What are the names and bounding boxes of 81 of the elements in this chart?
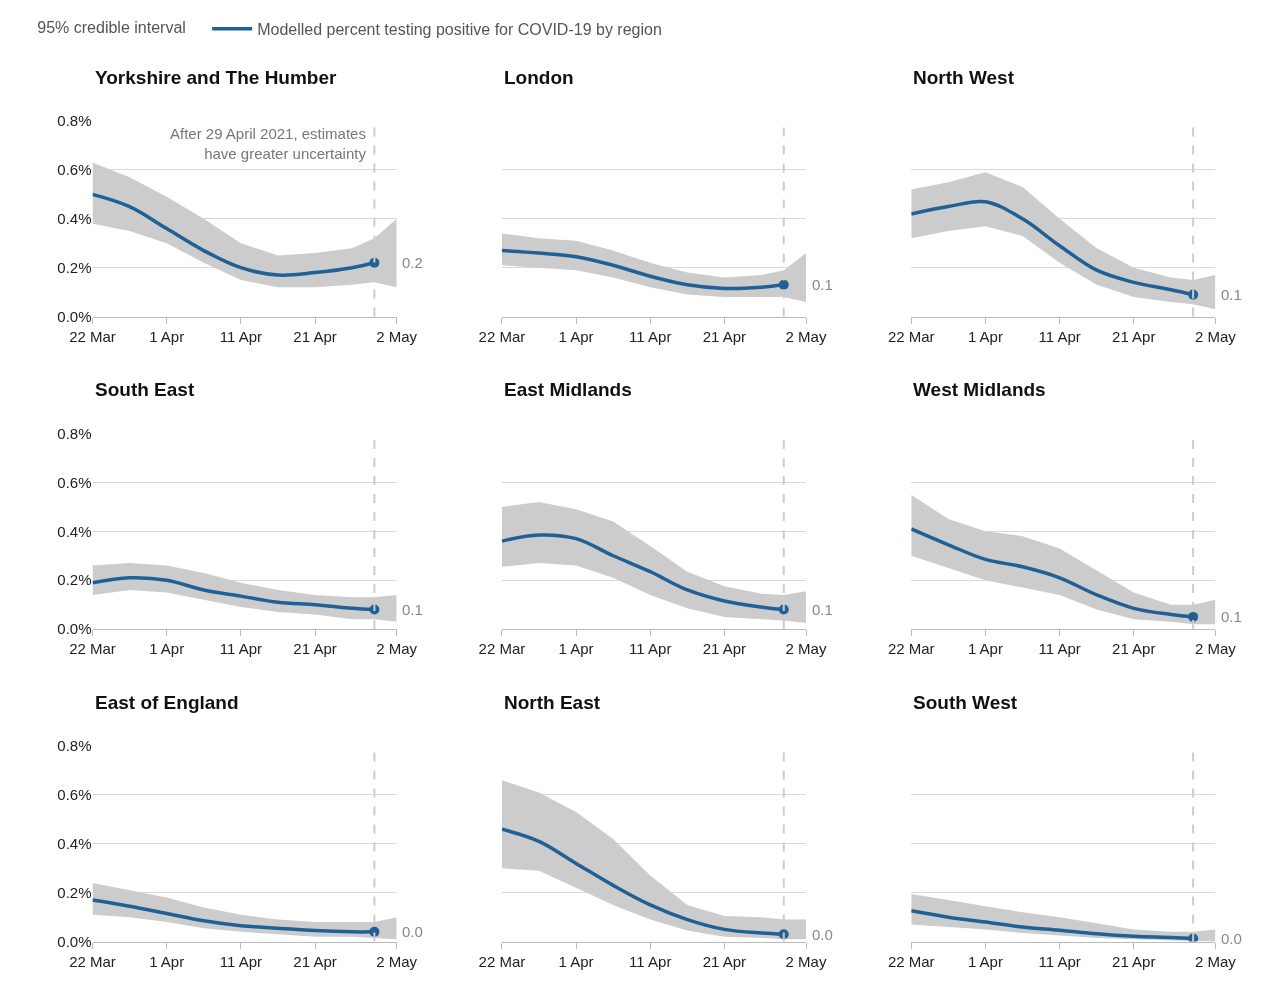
legend-label: Modelled percent testing positive for COVID-19 by region [257,21,662,39]
chart-title: East Midlands [504,379,632,400]
data-label: 0.1 [1221,608,1242,625]
y-tick-label: 0.2% [57,883,92,901]
y-tick-label: 0.4% [57,210,92,228]
y-tick-label: 0.6% [57,473,92,491]
x-tick-label: 11 Apr [219,640,263,658]
x-tick-label: 22 Mar [887,640,935,658]
x-tick-label: 1 Apr [967,952,1003,970]
data-label: 0.2 [402,254,423,271]
x-tick-label: 1 Apr [149,640,185,658]
x-tick-label: 11 Apr [1038,640,1081,658]
x-tick-label: 2 May [785,327,827,345]
chart-title: South East [95,379,195,400]
x-tick-label: 2 May [785,640,827,658]
x-tick-label: 2 May [1194,952,1237,970]
x-tick-label: 1 Apr [149,952,185,970]
x-tick-label: 22 Mar [478,640,526,658]
x-tick-label: 22 Mar [887,952,935,970]
x-tick-label: 22 Mar [478,327,526,345]
y-tick-label: 0.8% [57,737,92,755]
x-tick-label: 22 Mar [887,327,935,345]
chart-title: South West [913,692,1018,713]
x-tick-label: 11 Apr [219,327,263,345]
x-tick-label: 1 Apr [967,327,1003,345]
chart-title: London [504,67,574,88]
ref-line-label: After 29 April 2021, estimates have greater uncertainty [170,125,367,162]
x-tick-label: 11 Apr [629,327,672,345]
y-tick-label: 0.4% [57,835,92,853]
data-label: 0.1 [1221,286,1242,303]
chart-title: West Midlands [913,379,1046,400]
chart-title: Yorkshire and The Humber [95,67,338,88]
data-label: 0.0 [402,923,423,940]
x-tick-label: 2 May [1194,327,1237,345]
x-tick-label: 22 Mar [69,327,116,345]
y-tick-label: 0.0% [57,307,92,325]
x-tick-label: 1 Apr [558,327,594,345]
x-tick-label: 21 Apr [293,640,337,658]
data-label: 0.0 [812,926,833,943]
x-tick-label: 21 Apr [702,952,747,970]
data-label: 0.0 [1221,930,1242,947]
chart-title: North East [504,692,601,713]
x-tick-label: 21 Apr [1112,327,1156,345]
data-label: 0.1 [812,276,833,293]
x-tick-label: 11 Apr [629,952,672,970]
x-tick-label: 2 May [376,327,418,345]
x-tick-label: 21 Apr [702,640,747,658]
y-tick-label: 0.8% [57,112,92,130]
y-tick-label: 0.8% [57,424,92,442]
x-tick-label: 22 Mar [69,640,116,658]
x-tick-label: 21 Apr [293,952,337,970]
x-tick-label: 11 Apr [1038,327,1081,345]
x-tick-label: 1 Apr [967,640,1003,658]
x-tick-label: 2 May [376,640,418,658]
y-tick-label: 0.0% [57,932,92,950]
x-tick-label: 1 Apr [558,952,594,970]
x-tick-label: 11 Apr [1038,952,1081,970]
data-label: 0.1 [812,601,833,618]
data-label: 0.1 [402,601,423,618]
x-tick-label: 22 Mar [69,952,116,970]
x-tick-label: 2 May [376,952,418,970]
legend-title: 95% credible interval [37,18,200,36]
x-tick-label: 1 Apr [558,640,594,658]
x-tick-label: 22 Mar [478,952,526,970]
x-tick-label: 1 Apr [149,327,185,345]
y-tick-label: 0.2% [57,258,92,276]
y-tick-label: 0.2% [57,571,92,589]
y-tick-label: 0.6% [57,786,92,804]
x-tick-label: 21 Apr [702,327,747,345]
y-tick-label: 0.6% [57,161,92,179]
x-tick-label: 2 May [785,952,827,970]
x-tick-label: 21 Apr [293,327,337,345]
x-tick-label: 11 Apr [629,640,672,658]
y-tick-label: 0.0% [57,620,92,638]
x-tick-label: 21 Apr [1112,640,1156,658]
x-tick-label: 21 Apr [1112,952,1156,970]
x-tick-label: 2 May [1194,640,1237,658]
y-tick-label: 0.4% [57,522,92,540]
x-tick-label: 11 Apr [219,952,263,970]
chart-title: North West [913,67,1015,88]
chart-title: East of England [95,692,239,713]
